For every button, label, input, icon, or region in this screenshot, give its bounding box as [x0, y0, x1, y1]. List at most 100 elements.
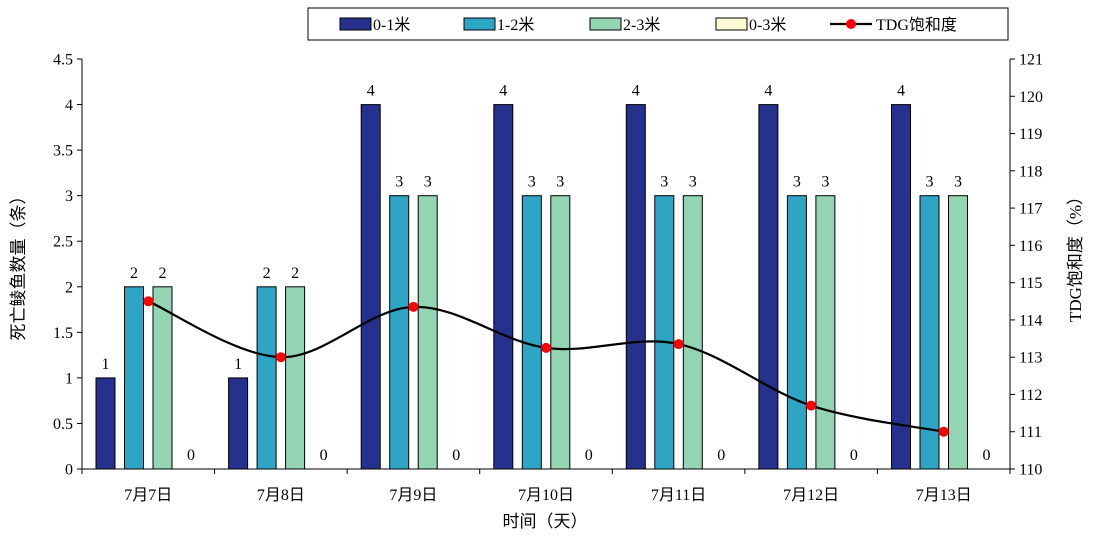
bar-data-label: 3 [954, 174, 962, 191]
legend-label: 0-3米 [749, 16, 786, 34]
bar [256, 286, 277, 470]
bar-data-label: 0 [585, 447, 593, 464]
bar-data-label: 3 [689, 174, 697, 191]
bar-data-label: 3 [926, 174, 934, 191]
bar [228, 377, 249, 470]
legend-box [307, 7, 1009, 41]
x-tick-label: 7月7日 [124, 487, 172, 504]
bar [891, 104, 911, 470]
y-left-tick-label: 4 [65, 97, 73, 114]
bar-data-label: 0 [983, 447, 991, 464]
bar-data-label: 1 [102, 356, 110, 373]
bar [682, 195, 703, 470]
bar [550, 195, 571, 470]
bar [948, 195, 968, 470]
x-tick-label: 7月9日 [389, 487, 437, 504]
bar-data-label: 3 [793, 174, 801, 191]
bar-data-label: 2 [130, 265, 138, 282]
y-left-tick-label: 0.5 [53, 416, 73, 433]
bar-data-label: 0 [187, 447, 195, 464]
bar-data-label: 4 [499, 83, 507, 100]
y-right-tick-label: 111 [1019, 424, 1042, 441]
bar [786, 195, 807, 470]
x-tick-label: 7月11日 [651, 487, 706, 504]
legend-swatch [589, 17, 622, 31]
y-right-tick-label: 110 [1019, 462, 1042, 479]
tdg-saturation-point [275, 352, 286, 363]
bar [417, 195, 438, 470]
bar-data-label: 0 [452, 447, 460, 464]
bar-data-label: 3 [528, 174, 536, 191]
bar-data-label: 3 [556, 174, 564, 191]
axes-layer: 00.511.522.533.544.511011111211311411511… [53, 52, 1043, 505]
y-right-tick-label: 118 [1019, 163, 1042, 180]
bar-data-label: 1 [234, 356, 242, 373]
bar-data-label: 2 [263, 265, 271, 282]
x-axis-title: 时间（天） [503, 512, 588, 531]
y-left-tick-label: 3.5 [53, 143, 73, 160]
legend-swatch [715, 17, 748, 31]
y-left-tick-label: 2.5 [53, 234, 73, 251]
y-left-tick-label: 1 [65, 370, 73, 387]
legend-line-marker [846, 19, 856, 29]
bar-data-label: 4 [764, 83, 772, 100]
y-right-tick-label: 115 [1019, 275, 1042, 292]
bar [389, 195, 410, 470]
y-left-tick-label: 3 [65, 188, 73, 205]
legend-swatch [463, 17, 496, 31]
tdg-saturation-point [143, 296, 154, 307]
legend-label: 0-1米 [373, 16, 410, 34]
bar [285, 286, 306, 470]
bar-data-label: 3 [395, 174, 403, 191]
legend-swatch [339, 17, 372, 31]
bar-data-label: 3 [821, 174, 829, 191]
bar-data-label: 4 [367, 83, 375, 100]
legend-label: 1-2米 [497, 16, 534, 34]
tdg-saturation-point [673, 339, 684, 350]
y-left-tick-label: 4.5 [53, 52, 73, 69]
bar [758, 104, 779, 470]
y-left-tick-label: 1.5 [53, 325, 73, 342]
bar [493, 104, 514, 470]
bar [124, 286, 144, 470]
bar [654, 195, 675, 470]
y-axis-right-title: TDG饱和度（%） [1066, 188, 1085, 322]
bar [95, 377, 116, 470]
bar [815, 195, 836, 470]
bar-data-label: 3 [660, 174, 668, 191]
line-layer [143, 296, 949, 437]
bar [152, 286, 173, 470]
bar-data-label: 3 [424, 174, 432, 191]
y-right-tick-label: 119 [1019, 126, 1042, 143]
legend-label: TDG饱和度 [876, 16, 957, 34]
bar-layer: 1 2 2 0 1 2 2 0 4 3 3 0 4 3 3 0 4 3 3 0 4 3 3 0 4 3 3 0 [95, 83, 991, 470]
y-right-tick-label: 117 [1019, 201, 1042, 218]
bar-data-label: 0 [320, 447, 328, 464]
y-axis-left-title: 死亡鲮鱼数量（条） [9, 188, 28, 341]
y-right-tick-label: 116 [1019, 238, 1042, 255]
y-right-tick-label: 121 [1019, 52, 1043, 69]
y-right-tick-label: 114 [1019, 312, 1042, 329]
tdg-saturation-point [806, 400, 817, 411]
bar-data-label: 0 [717, 447, 725, 464]
x-tick-label: 7月13日 [916, 487, 972, 504]
legend-label: 2-3米 [623, 16, 660, 34]
legend: 0-1米 1-2米 2-3米 0-3米 TDG饱和度 [307, 7, 1009, 41]
y-left-tick-label: 2 [65, 279, 73, 296]
x-tick-label: 7月12日 [783, 487, 839, 504]
x-tick-label: 7月8日 [257, 487, 305, 504]
y-left-tick-label: 0 [65, 462, 73, 479]
tdg-saturation-point [541, 342, 551, 353]
bar [360, 104, 381, 470]
bar-data-label: 4 [632, 83, 640, 100]
bar [521, 195, 542, 470]
y-right-tick-label: 120 [1019, 89, 1043, 106]
bar [625, 104, 646, 470]
y-right-tick-label: 113 [1019, 350, 1042, 367]
y-right-tick-label: 112 [1019, 387, 1042, 404]
bar-data-label: 4 [897, 83, 905, 100]
tdg-saturation-point [408, 301, 419, 312]
bar-data-label: 2 [291, 265, 299, 282]
